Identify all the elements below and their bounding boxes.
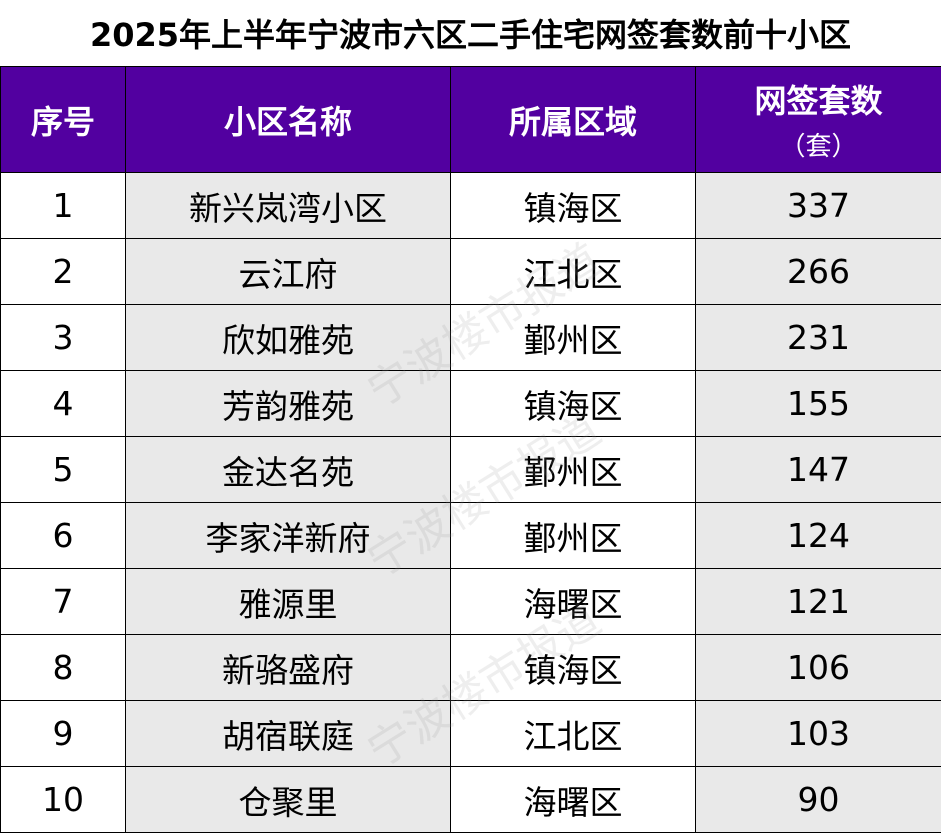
- cell-name: 芳韵雅苑: [125, 370, 451, 437]
- cell-district: 鄞州区: [450, 304, 696, 371]
- table-row: 6 李家洋新府 鄞州区 124: [0, 502, 941, 569]
- page-title: 2025年上半年宁波市六区二手住宅网签套数前十小区: [89, 16, 852, 54]
- header-count-unit: （套）: [779, 132, 858, 162]
- cell-count: 124: [695, 502, 941, 569]
- table-header-row: 序号 小区名称 所属区域 网签套数 （套）: [0, 66, 941, 173]
- cell-name: 新骆盛府: [125, 634, 451, 701]
- cell-count: 155: [695, 370, 941, 437]
- cell-rank: 3: [0, 304, 126, 371]
- cell-district: 海曙区: [450, 766, 696, 833]
- cell-name: 欣如雅苑: [125, 304, 451, 371]
- table-row: 2 云江府 江北区 266: [0, 238, 941, 305]
- table-row: 1 新兴岚湾小区 镇海区 337: [0, 172, 941, 239]
- cell-name: 雅源里: [125, 568, 451, 635]
- table-row: 7 雅源里 海曙区 121: [0, 568, 941, 635]
- cell-district: 海曙区: [450, 568, 696, 635]
- table-row: 9 胡宿联庭 江北区 103: [0, 700, 941, 767]
- table-body: 1 新兴岚湾小区 镇海区 337 2 云江府 江北区 266 3 欣如雅苑 鄞州区 231 4 芳韵雅苑镇…: [0, 172, 941, 833]
- cell-district: 鄞州区: [450, 436, 696, 503]
- table-row: 10 仓聚里 海曙区 90: [0, 766, 941, 833]
- cell-count: 337: [695, 172, 941, 239]
- cell-rank: 9: [0, 700, 126, 767]
- ranking-table: 序号 小区名称 所属区域 网签套数 （套） 1 新兴岚湾小区 镇海区 337 2 云江府江…: [0, 66, 941, 833]
- cell-district: 鄞州区: [450, 502, 696, 569]
- cell-rank: 1: [0, 172, 126, 239]
- cell-name: 新兴岚湾小区: [125, 172, 451, 239]
- header-district: 所属区域: [450, 66, 696, 173]
- table-row: 3 欣如雅苑 鄞州区 231: [0, 304, 941, 371]
- cell-name: 云江府: [125, 238, 451, 305]
- cell-count: 121: [695, 568, 941, 635]
- cell-count: 90: [695, 766, 941, 833]
- cell-district: 江北区: [450, 238, 696, 305]
- header-rank: 序号: [0, 66, 126, 173]
- cell-district: 镇海区: [450, 634, 696, 701]
- cell-name: 胡宿联庭: [125, 700, 451, 767]
- cell-count: 103: [695, 700, 941, 767]
- cell-rank: 7: [0, 568, 126, 635]
- cell-district: 江北区: [450, 700, 696, 767]
- header-count: 网签套数 （套）: [695, 66, 941, 173]
- header-name: 小区名称: [125, 66, 451, 173]
- cell-rank: 10: [0, 766, 126, 833]
- cell-rank: 4: [0, 370, 126, 437]
- cell-count: 147: [695, 436, 941, 503]
- cell-name: 金达名苑: [125, 436, 451, 503]
- cell-name: 仓聚里: [125, 766, 451, 833]
- cell-district: 镇海区: [450, 172, 696, 239]
- cell-count: 231: [695, 304, 941, 371]
- cell-rank: 8: [0, 634, 126, 701]
- cell-count: 266: [695, 238, 941, 305]
- table-row: 4 芳韵雅苑 镇海区 155: [0, 370, 941, 437]
- cell-rank: 6: [0, 502, 126, 569]
- table-row: 8 新骆盛府 镇海区 106: [0, 634, 941, 701]
- cell-rank: 5: [0, 436, 126, 503]
- cell-district: 镇海区: [450, 370, 696, 437]
- table-row: 5 金达名苑 鄞州区 147: [0, 436, 941, 503]
- cell-rank: 2: [0, 238, 126, 305]
- cell-count: 106: [695, 634, 941, 701]
- cell-name: 李家洋新府: [125, 502, 451, 569]
- header-count-label: 网签套数: [754, 82, 883, 120]
